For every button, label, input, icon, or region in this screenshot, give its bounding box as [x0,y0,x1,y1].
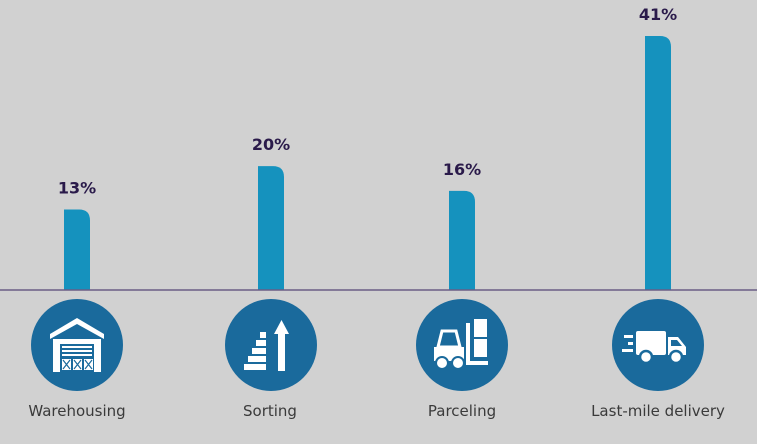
sorting-icon [225,299,317,391]
category-icons-group [31,299,704,391]
value-labels-group: 13% 20% 16% 41% [58,5,677,197]
bar-2 [449,190,475,290]
bar-3 [645,36,671,290]
category-label-parceling: Parceling [427,402,497,420]
delivery-truck-icon [612,299,704,391]
value-label-1: 20% [252,135,290,154]
value-label-3: 41% [639,5,677,24]
bar-1 [258,166,284,290]
bar-0 [64,209,90,290]
value-label-2: 16% [443,160,481,179]
bars-group [64,36,671,290]
value-label-0: 13% [58,178,96,197]
warehouse-icon [31,299,123,391]
category-label-warehousing: Warehousing [28,402,126,420]
category-label-last-mile-delivery: Last-mile delivery [591,402,725,420]
category-label-sorting: Sorting [243,402,297,420]
forklift-icon [416,299,508,391]
